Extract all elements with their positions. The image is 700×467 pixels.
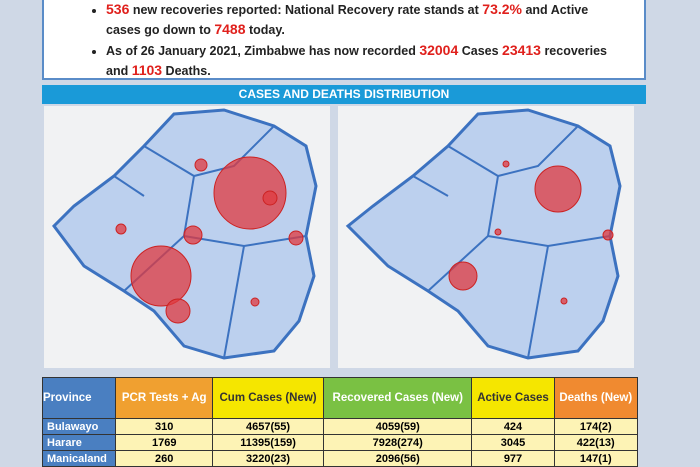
highlight-number: 1103 [131, 62, 163, 78]
column-header: PCR Tests + Ag [115, 377, 214, 419]
table-cell: 422(13) [553, 434, 639, 451]
highlight-number: 73.2% [482, 1, 522, 17]
table-cell: 1769 [115, 434, 214, 451]
bullet-list: 536 new recoveries reported: National Re… [44, 0, 644, 81]
province-name: Bulawayo [41, 418, 117, 435]
table-cell: 4657(55) [212, 418, 325, 435]
highlight-number: 536 [106, 1, 130, 17]
highlight-number: 32004 [419, 42, 459, 58]
summary-box: 536 new recoveries reported: National Re… [42, 0, 646, 80]
province-table: Province PCR Tests + Ag Cum Cases (New) Rec… [41, 377, 639, 467]
table-cell: 174(2) [553, 418, 639, 435]
province-name: Harare [41, 434, 117, 451]
death-bubbles [448, 160, 614, 305]
table-cell: 260 [115, 450, 214, 467]
table-cell: 310 [115, 418, 214, 435]
highlight-number: 7488 [214, 21, 246, 37]
table-cell: 147(1) [553, 450, 639, 467]
bullet-text: new recoveries reported: National Recove… [129, 3, 483, 17]
table-cell: 424 [471, 418, 555, 435]
table-cell: 2096(56) [323, 450, 473, 467]
province-name: Manicaland [41, 450, 117, 467]
column-header: Cum Cases (New) [212, 377, 325, 419]
bullet-text: Deaths. [162, 64, 211, 78]
province-borders [412, 125, 611, 359]
table-cell: 11395(159) [212, 434, 325, 451]
section-title: CASES AND DEATHS DISTRIBUTION [42, 85, 646, 104]
map-outline [345, 108, 622, 360]
table-cell: 4059(59) [323, 418, 473, 435]
bullet-text: Cases [458, 44, 503, 58]
bullet-text: As of 26 January 2021, Zimbabwe has now … [106, 44, 420, 58]
deaths-map [338, 106, 634, 368]
cases-map [44, 106, 330, 368]
bullet: 536 new recoveries reported: National Re… [106, 0, 614, 40]
bullet-text: recoveries and [106, 44, 607, 78]
column-header: Recovered Cases (New) [323, 377, 473, 419]
highlight-number: 23413 [502, 42, 541, 58]
column-header: Province [41, 377, 117, 419]
column-header: Active Cases [471, 377, 555, 419]
table-row: Harare 1769 11395(159) 7928(274) 3045 422(13) [41, 434, 639, 451]
table-row: Manicaland 260 3220(23) 2096(56) 977 147(1) [41, 450, 639, 467]
table-cell: 7928(274) [323, 434, 473, 451]
bullet-text: and Active cases go down to [106, 3, 589, 37]
table-row: Bulawayo 310 4657(55) 4059(59) 424 174(2) [41, 418, 639, 435]
bullet-text: today. [245, 23, 285, 37]
column-header: Deaths (New) [553, 377, 639, 419]
table-cell: 3220(23) [212, 450, 325, 467]
bullet: As of 26 January 2021, Zimbabwe has now … [106, 41, 614, 81]
table-cell: 977 [471, 450, 555, 467]
table-cell: 3045 [471, 434, 555, 451]
case-bubbles [115, 156, 304, 324]
